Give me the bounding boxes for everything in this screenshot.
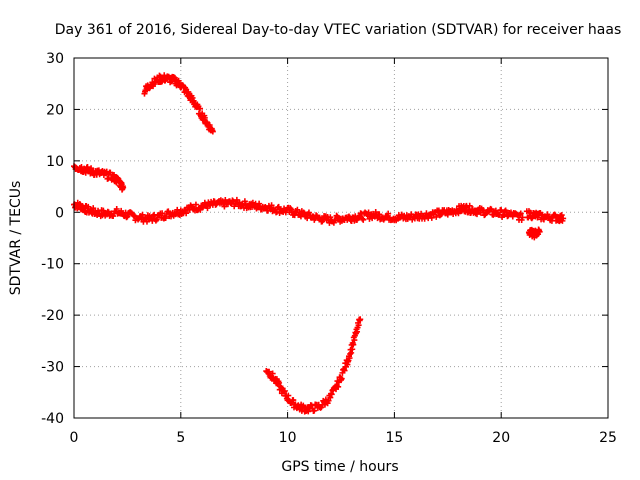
- data-point: [349, 346, 356, 353]
- data-point: [276, 379, 283, 386]
- y-tick-label: -40: [41, 411, 64, 427]
- data-point: [428, 214, 435, 221]
- data-point: [536, 228, 543, 235]
- data-point: [204, 205, 211, 212]
- y-axis-label: SDTVAR / TECUs: [8, 181, 24, 296]
- plot-frame: [73, 57, 609, 419]
- data-point: [466, 202, 473, 209]
- data-point: [124, 213, 131, 220]
- data-point: [385, 210, 392, 217]
- data-point: [350, 341, 357, 348]
- x-tick-label: 0: [70, 430, 79, 446]
- data-point: [517, 210, 524, 217]
- series-arc-low: [263, 316, 364, 415]
- series-late-dip: [525, 226, 543, 241]
- data-point: [113, 206, 120, 213]
- grid: [74, 58, 608, 418]
- data-point: [558, 212, 565, 219]
- data-point: [341, 367, 348, 374]
- data-point: [355, 322, 362, 329]
- series-main-band: [71, 196, 526, 226]
- data-points: [71, 72, 567, 415]
- data-point: [360, 216, 367, 223]
- data-point: [153, 216, 160, 223]
- data-point: [376, 211, 383, 218]
- y-tick-label: -30: [41, 360, 64, 376]
- data-point: [268, 202, 275, 209]
- x-tick-label: 15: [385, 430, 403, 446]
- data-point: [285, 392, 292, 399]
- x-tick-label: 5: [176, 430, 185, 446]
- data-point: [444, 211, 451, 218]
- y-tick-label: 10: [46, 154, 64, 170]
- data-point: [359, 215, 366, 222]
- data-point: [139, 211, 146, 218]
- data-point: [435, 208, 442, 215]
- data-point: [311, 407, 318, 414]
- chart-title: Day 361 of 2016, Sidereal Day-to-day VTE…: [55, 22, 622, 38]
- data-point: [118, 207, 125, 214]
- data-point: [103, 168, 110, 175]
- data-point: [120, 184, 127, 191]
- data-point: [327, 214, 334, 221]
- data-point: [338, 375, 345, 382]
- x-tick-label: 10: [279, 430, 297, 446]
- y-tick-label: -20: [41, 308, 64, 324]
- data-point: [288, 206, 295, 213]
- data-point: [159, 210, 166, 217]
- data-point: [294, 206, 301, 213]
- y-tick-label: 0: [55, 205, 64, 221]
- data-point: [221, 203, 228, 210]
- tick-labels: 0 5 10 15 20 25 30 20 10 0 -10 -20 -30 -40: [41, 51, 617, 446]
- data-point: [433, 213, 440, 220]
- data-point: [560, 215, 567, 222]
- data-point: [85, 203, 92, 210]
- data-point: [308, 402, 315, 409]
- data-point: [241, 198, 248, 205]
- data-point: [209, 128, 216, 135]
- data-point: [197, 105, 204, 112]
- y-tick-label: -10: [41, 257, 64, 273]
- data-point: [183, 210, 190, 217]
- data-point: [192, 201, 199, 208]
- x-axis-label: GPS time / hours: [281, 459, 398, 475]
- y-tick-label: 20: [46, 102, 64, 118]
- x-tick-label: 20: [492, 430, 510, 446]
- data-point: [152, 217, 159, 224]
- data-point: [201, 114, 208, 121]
- y-tick-label: 30: [46, 51, 64, 67]
- data-point: [544, 211, 551, 218]
- data-point: [346, 213, 353, 220]
- data-point: [290, 397, 297, 404]
- data-point: [325, 397, 332, 404]
- data-point: [357, 316, 364, 323]
- series-late-cluster: [523, 208, 567, 225]
- series-arc-high: [141, 72, 216, 135]
- data-point: [348, 349, 355, 356]
- data-point: [162, 215, 169, 222]
- x-tick-label: 25: [599, 430, 617, 446]
